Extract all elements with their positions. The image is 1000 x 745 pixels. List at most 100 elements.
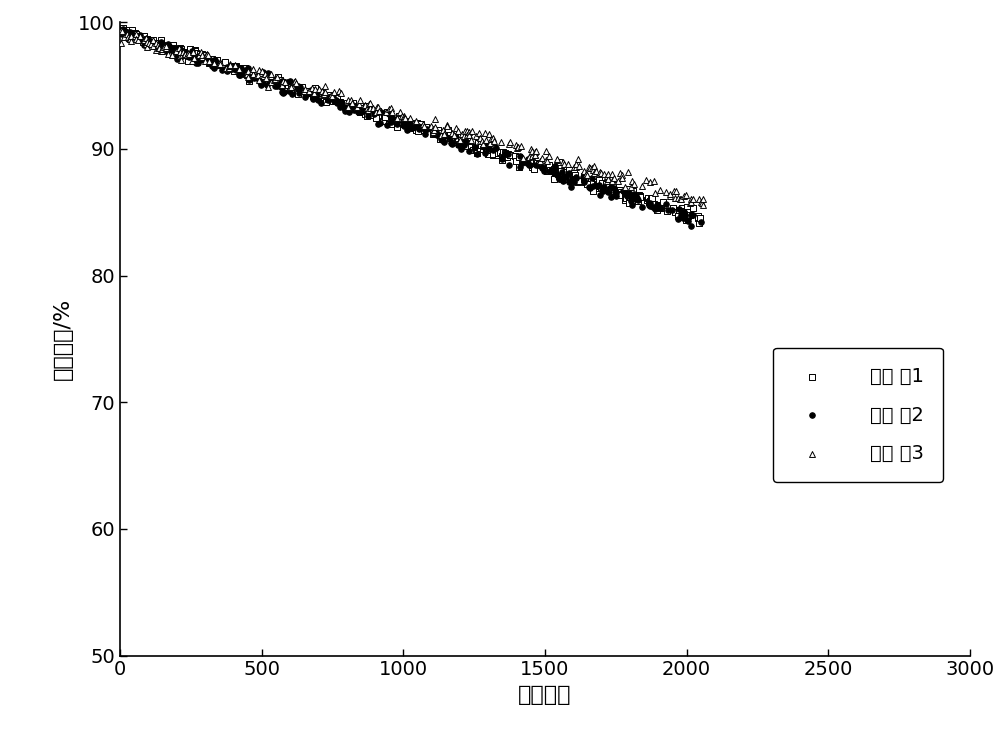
实施 例2 — [284, 88, 300, 100]
实施 例3 — [624, 174, 640, 186]
实施 例2 — [404, 121, 420, 133]
实施 例3 — [472, 132, 488, 144]
实施 例1 — [499, 151, 515, 163]
Legend: 实施 例1, 实施 例2, 实施 例3: 实施 例1, 实施 例2, 实施 例3 — [773, 348, 943, 482]
实施 例3 — [369, 101, 385, 112]
实施 例1 — [359, 110, 375, 122]
实施 例3 — [143, 39, 159, 51]
实施 例3 — [415, 118, 431, 130]
实施 例1 — [134, 34, 150, 45]
实施 例3 — [362, 97, 378, 109]
实施 例2 — [255, 66, 271, 77]
实施 例1 — [600, 181, 616, 193]
实施 例2 — [554, 172, 570, 184]
实施 例2 — [198, 54, 214, 66]
实施 例3 — [171, 42, 187, 54]
实施 例3 — [524, 150, 540, 162]
实施 例3 — [468, 130, 484, 142]
实施 例2 — [341, 107, 357, 118]
实施 例1 — [187, 45, 203, 57]
实施 例3 — [670, 192, 686, 204]
实施 例2 — [600, 186, 616, 198]
实施 例2 — [305, 92, 321, 104]
实施 例3 — [251, 63, 267, 75]
实施 例3 — [191, 48, 207, 60]
实施 例2 — [673, 209, 689, 221]
实施 例2 — [428, 127, 444, 139]
实施 例1 — [320, 93, 336, 105]
实施 例2 — [353, 106, 369, 118]
实施 例3 — [212, 58, 228, 70]
实施 例1 — [354, 104, 370, 115]
实施 例2 — [208, 57, 224, 69]
实施 例3 — [486, 135, 502, 147]
实施 例3 — [539, 155, 555, 167]
实施 例1 — [541, 159, 557, 171]
实施 例1 — [119, 25, 135, 37]
实施 例3 — [231, 63, 247, 74]
实施 例1 — [511, 161, 527, 173]
实施 例3 — [154, 43, 170, 55]
实施 例2 — [617, 186, 633, 197]
实施 例1 — [329, 92, 345, 104]
实施 例2 — [566, 176, 582, 188]
实施 例1 — [496, 150, 512, 162]
实施 例2 — [303, 84, 319, 96]
实施 例3 — [130, 34, 146, 45]
实施 例1 — [612, 186, 628, 197]
实施 例3 — [245, 63, 261, 74]
实施 例2 — [185, 52, 201, 64]
实施 例2 — [139, 36, 155, 48]
实施 例1 — [118, 26, 134, 38]
实施 例3 — [439, 120, 455, 132]
实施 例2 — [589, 180, 605, 191]
实施 例2 — [624, 191, 640, 203]
实施 例3 — [277, 76, 293, 88]
实施 例3 — [227, 59, 243, 71]
实施 例3 — [220, 63, 236, 75]
实施 例2 — [240, 62, 256, 74]
实施 例2 — [338, 102, 354, 114]
实施 例1 — [202, 57, 218, 69]
实施 例2 — [159, 39, 175, 51]
实施 例2 — [519, 157, 535, 169]
实施 例1 — [217, 56, 233, 68]
实施 例1 — [551, 156, 567, 168]
实施 例3 — [122, 33, 138, 45]
实施 例3 — [593, 167, 609, 179]
实施 例1 — [459, 140, 475, 152]
实施 例1 — [120, 31, 136, 43]
实施 例2 — [120, 34, 136, 45]
实施 例1 — [132, 32, 148, 44]
实施 例2 — [536, 165, 552, 177]
实施 例1 — [363, 108, 379, 120]
实施 例1 — [279, 83, 295, 95]
实施 例3 — [114, 25, 130, 37]
实施 例1 — [215, 59, 231, 71]
实施 例1 — [377, 111, 393, 123]
实施 例2 — [290, 80, 306, 92]
实施 例2 — [131, 34, 147, 46]
实施 例1 — [115, 22, 131, 34]
实施 例3 — [408, 115, 424, 127]
实施 例1 — [591, 180, 607, 191]
实施 例3 — [173, 54, 189, 66]
实施 例3 — [260, 81, 276, 93]
实施 例3 — [436, 128, 452, 140]
实施 例1 — [396, 115, 412, 127]
实施 例3 — [349, 101, 365, 113]
实施 例2 — [329, 97, 345, 109]
实施 例3 — [323, 89, 339, 101]
实施 例1 — [534, 158, 550, 170]
实施 例1 — [552, 165, 568, 177]
实施 例2 — [521, 159, 537, 171]
实施 例2 — [442, 132, 458, 144]
实施 例2 — [155, 45, 171, 57]
实施 例2 — [679, 214, 695, 226]
实施 例2 — [228, 65, 244, 77]
实施 例2 — [398, 115, 414, 127]
实施 例2 — [647, 203, 663, 215]
实施 例3 — [485, 133, 501, 145]
实施 例2 — [169, 53, 185, 65]
实施 例3 — [174, 49, 190, 61]
